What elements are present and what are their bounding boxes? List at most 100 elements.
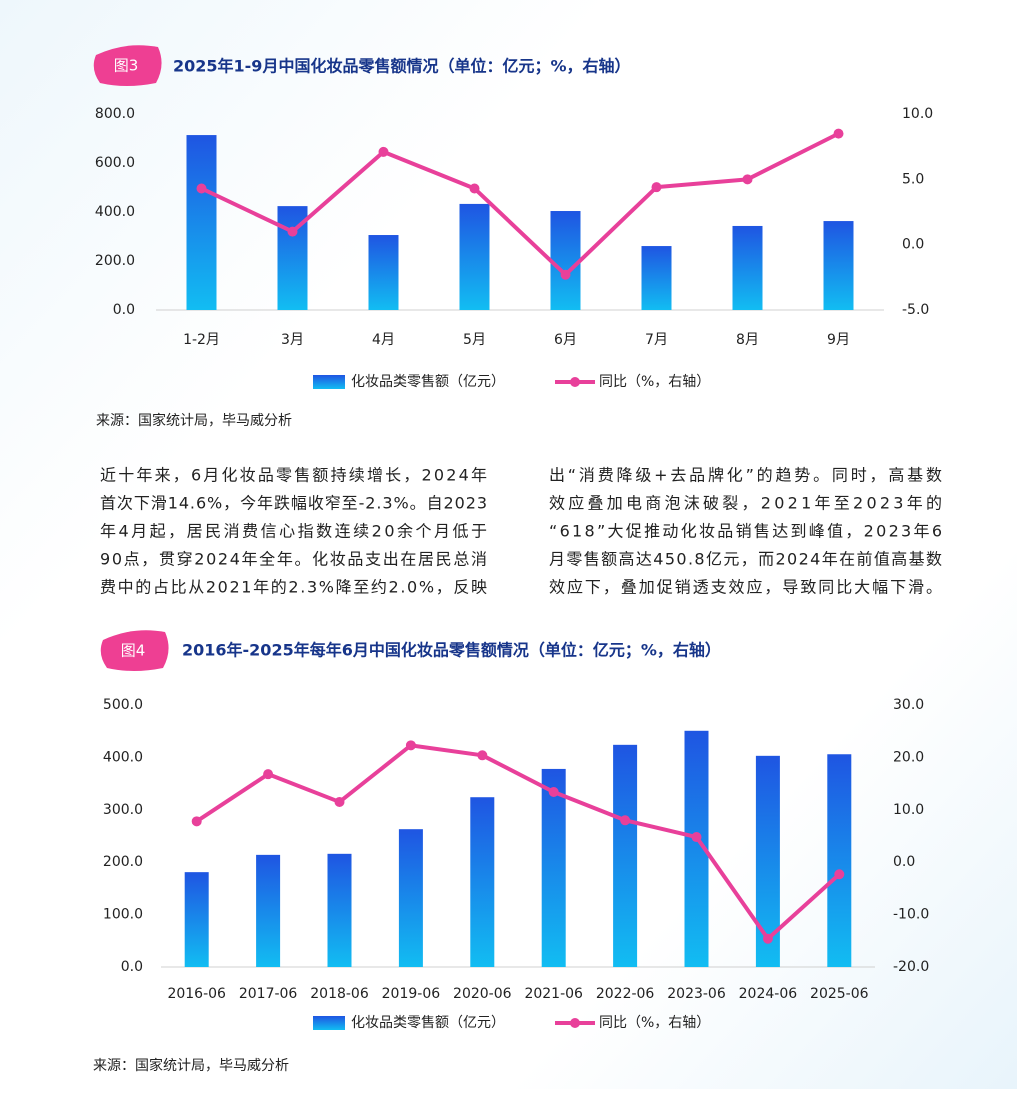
bar (186, 135, 217, 310)
paragraph-line: 出“消费降级+去品牌化”的趋势。同时，高基数 (549, 466, 942, 485)
x-tick-label: 7月 (645, 332, 668, 348)
bar (823, 221, 854, 310)
y2-tick-label: 0.0 (893, 854, 915, 870)
y-tick-label: 0.0 (121, 959, 143, 975)
x-tick-label: 2017-06 (239, 986, 298, 1002)
x-tick-label: 1-2月 (183, 332, 220, 348)
bar (256, 854, 281, 967)
bar (470, 797, 495, 967)
badge-shape (93, 45, 162, 86)
legend-label: 同比（%，右轴） (599, 1015, 710, 1031)
bar (541, 768, 566, 967)
x-tick-label: 5月 (463, 332, 486, 348)
legend-marker (570, 377, 580, 387)
line-marker (469, 183, 480, 194)
paragraph-line: 费中的占比从2021年的2.3%降至约2.0%，反映 (100, 578, 487, 597)
bar (184, 872, 209, 967)
legend-marker (570, 1018, 580, 1028)
line (195, 743, 841, 941)
x-tick-label: 2021-06 (524, 986, 583, 1002)
x-tick-label: 2022-06 (596, 986, 655, 1002)
x-tick-label: 4月 (372, 332, 395, 348)
legend-swatch (313, 375, 345, 389)
y2-tick-label: 5.0 (902, 171, 924, 187)
y-tick-label: 200.0 (103, 854, 143, 870)
line-marker (263, 769, 274, 780)
source: 来源：国家统计局，毕马威分析 (93, 1057, 289, 1074)
line-marker (834, 869, 845, 880)
bar (368, 235, 399, 310)
line-marker (287, 226, 298, 237)
x-tick-label: 2018-06 (310, 986, 369, 1002)
legend-swatch (313, 1016, 345, 1030)
bar (641, 246, 672, 310)
x-tick-label: 6月 (554, 332, 577, 348)
paragraph-line: 年4月起，居民消费信心指数连续20余个月低于 (100, 522, 487, 541)
legend-label: 同比（%，右轴） (599, 374, 710, 390)
chart-title: 2016年-2025年每年6月中国化妆品零售额情况（单位：亿元；%，右轴） (182, 641, 721, 660)
y-tick-label: 100.0 (103, 907, 143, 923)
y2-tick-label: 30.0 (893, 697, 924, 713)
x-tick-label: 2020-06 (453, 986, 512, 1002)
line-marker (560, 269, 571, 280)
y2-tick-label: 20.0 (893, 749, 924, 765)
paragraph-line: 90点，贯穿2024年全年。化妆品支出在居民总消 (100, 550, 487, 569)
y-tick-label: 600.0 (95, 155, 135, 171)
legend-label: 化妆品类零售额（亿元） (351, 374, 505, 390)
x-tick-label: 9月 (827, 332, 850, 348)
chart-title: 2025年1-9月中国化妆品零售额情况（单位：亿元；%，右轴） (173, 57, 630, 76)
y-tick-label: 200.0 (95, 253, 135, 269)
badge-label: 图3 (114, 57, 139, 75)
y2-tick-label: -10.0 (893, 907, 929, 923)
y2-tick-label: 0.0 (902, 237, 924, 253)
y-tick-label: 400.0 (103, 749, 143, 765)
line-marker (691, 832, 702, 843)
line-marker (191, 816, 202, 827)
y2-tick-label: -5.0 (902, 302, 929, 318)
bar (327, 853, 352, 967)
bar (732, 225, 763, 310)
bar (459, 203, 490, 310)
x-tick-label: 8月 (736, 332, 759, 348)
x-tick-label: 2016-06 (167, 986, 226, 1002)
paragraph-line: 近十年来，6月化妆品零售额持续增长，2024年 (100, 466, 487, 485)
y-tick-label: 300.0 (103, 802, 143, 818)
line-marker (405, 740, 416, 751)
line-marker (548, 786, 559, 797)
legend-label: 化妆品类零售额（亿元） (351, 1015, 505, 1031)
y2-tick-label: 10.0 (893, 802, 924, 818)
paragraph-line: 效应叠加电商泡沫破裂，2021年至2023年的 (549, 494, 942, 513)
badge-shape (100, 630, 169, 671)
x-tick-label: 2025-06 (810, 986, 869, 1002)
line-marker (620, 815, 631, 826)
y-tick-label: 800.0 (95, 106, 135, 122)
bar (398, 829, 423, 967)
paragraph-line: 月零售额高达450.8亿元，而2024年在前值高基数 (549, 550, 942, 569)
y2-tick-label: -20.0 (893, 959, 929, 975)
line-marker (742, 174, 753, 185)
y-tick-label: 0.0 (113, 302, 135, 318)
line-marker (833, 128, 844, 139)
y2-tick-label: 10.0 (902, 106, 933, 122)
y-tick-label: 400.0 (95, 204, 135, 220)
paragraph-line: “618”大促推动化妆品销售达到峰值，2023年6 (549, 522, 942, 541)
paragraph-line: 效应下，叠加促销透支效应，导致同比大幅下滑。 (549, 578, 942, 597)
x-tick-label: 2024-06 (739, 986, 798, 1002)
x-tick-label: 2019-06 (382, 986, 441, 1002)
line-marker (378, 146, 389, 157)
x-tick-label: 3月 (281, 332, 304, 348)
source: 来源：国家统计局，毕马威分析 (96, 412, 292, 429)
bar (550, 211, 581, 310)
line (200, 131, 840, 277)
line-marker (334, 796, 345, 807)
line-marker (196, 183, 207, 194)
paragraph-line: 首次下滑14.6%，今年跌幅收窄至-2.3%。自2023 (100, 494, 487, 513)
y-tick-label: 500.0 (103, 697, 143, 713)
bar (613, 744, 638, 967)
line-marker (477, 750, 488, 761)
badge-label: 图4 (121, 642, 146, 660)
x-tick-label: 2023-06 (667, 986, 726, 1002)
